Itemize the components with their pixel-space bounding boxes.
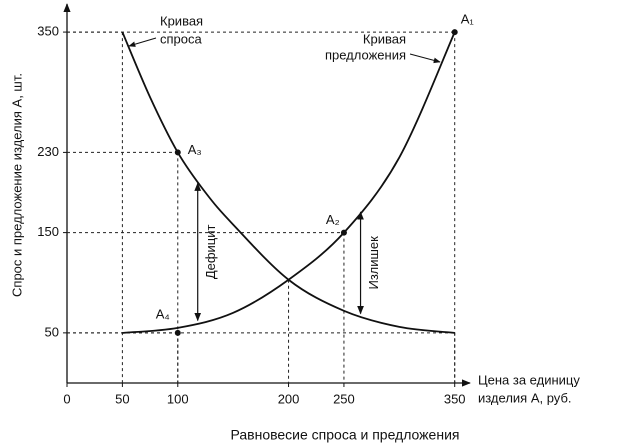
point-label: A₄ — [156, 306, 170, 321]
point — [174, 149, 181, 156]
series-label: Кривая — [363, 31, 406, 46]
y-tick-label: 150 — [37, 224, 59, 239]
chart-title: Равновесие спроса и предложения — [231, 427, 460, 443]
x-tick-label: 100 — [167, 391, 189, 406]
x-tick-label: 0 — [63, 391, 70, 406]
series-label: Кривая — [160, 13, 203, 28]
point-label: A₃ — [188, 142, 202, 157]
point — [451, 29, 458, 36]
leader — [128, 37, 157, 47]
point — [340, 229, 347, 236]
point-label: A₂ — [326, 212, 340, 227]
series-label: спроса — [160, 31, 202, 46]
curve — [122, 31, 456, 334]
x-tick-label: 200 — [278, 391, 300, 406]
point — [174, 329, 181, 336]
annotation: Излишек — [366, 236, 381, 290]
series-label: предложения — [325, 47, 406, 62]
x-tick-label: 50 — [115, 391, 129, 406]
x-tick-label: 350 — [444, 391, 466, 406]
x-axis-label: Цена за единицу — [478, 372, 580, 387]
y-tick-label: 350 — [37, 24, 59, 39]
x-tick-label: 250 — [333, 391, 355, 406]
y-tick-label: 230 — [37, 144, 59, 159]
point-label: A₁ — [461, 12, 475, 27]
x-axis-label: изделия А, руб. — [478, 390, 572, 405]
y-axis-label: Спрос и предложение изделия А, шт. — [9, 73, 24, 297]
y-tick-label: 50 — [45, 324, 59, 339]
leader — [409, 53, 441, 64]
curve — [121, 31, 455, 334]
annotation: Дефицит — [203, 224, 218, 279]
